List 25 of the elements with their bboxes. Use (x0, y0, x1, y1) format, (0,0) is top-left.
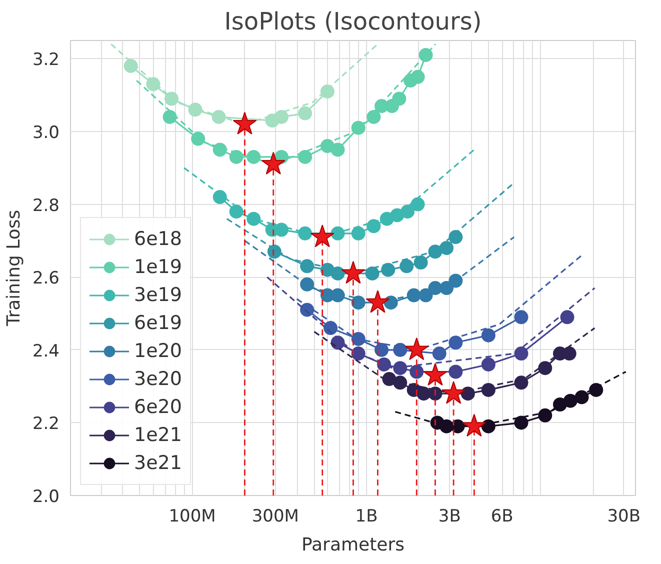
y-tick-label: 2.8 (32, 196, 60, 216)
legend-label: 3e21 (134, 452, 182, 474)
y-tick-label: 3.2 (32, 50, 60, 70)
legend-label: 1e20 (134, 340, 182, 362)
x-tick-label: 100M (168, 506, 216, 526)
y-axis-title: Training Loss (3, 210, 24, 328)
legend-label: 1e19 (134, 256, 182, 278)
x-axis-title: Parameters (301, 534, 405, 556)
legend-label: 6e19 (134, 312, 182, 334)
legend-label: 6e20 (134, 396, 182, 418)
x-tick-label: 30B (607, 506, 640, 526)
legend-label: 3e19 (134, 284, 182, 306)
y-tick-label: 2.2 (32, 414, 60, 434)
y-tick-label: 2.0 (32, 487, 60, 507)
y-tick-label: 3.0 (32, 123, 60, 143)
x-tick-label: 6B (490, 506, 514, 526)
chart-title: IsoPlots (Isocontours) (224, 8, 482, 36)
legend-label: 6e18 (134, 228, 182, 250)
y-tick-label: 2.6 (32, 268, 60, 289)
y-tick-label: 2.4 (32, 341, 60, 362)
legend-label: 1e21 (134, 424, 182, 446)
x-tick-label: 3B (438, 506, 461, 526)
x-tick-label: 300M (252, 506, 299, 526)
x-tick-label: 1B (355, 506, 378, 526)
legend-label: 3e20 (134, 368, 182, 390)
